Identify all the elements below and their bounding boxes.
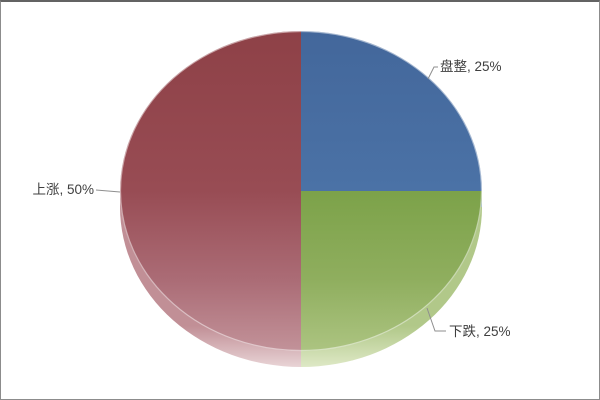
data-label-down: 下跌, 25% — [449, 324, 511, 339]
pie-edge-highlight — [119, 30, 483, 352]
data-label-sideways: 盘整, 25% — [440, 58, 502, 74]
leader-line-up — [95, 189, 121, 193]
pie-slice-up — [120, 31, 301, 351]
pie-slices — [120, 31, 482, 351]
leader-line-down — [426, 307, 446, 332]
pie-slice-down — [301, 191, 482, 351]
leader-lines — [95, 66, 446, 332]
data-label-up: 上涨, 50% — [32, 182, 94, 197]
leader-line-sideways — [427, 66, 438, 80]
pie-slice-sideways — [301, 31, 482, 191]
